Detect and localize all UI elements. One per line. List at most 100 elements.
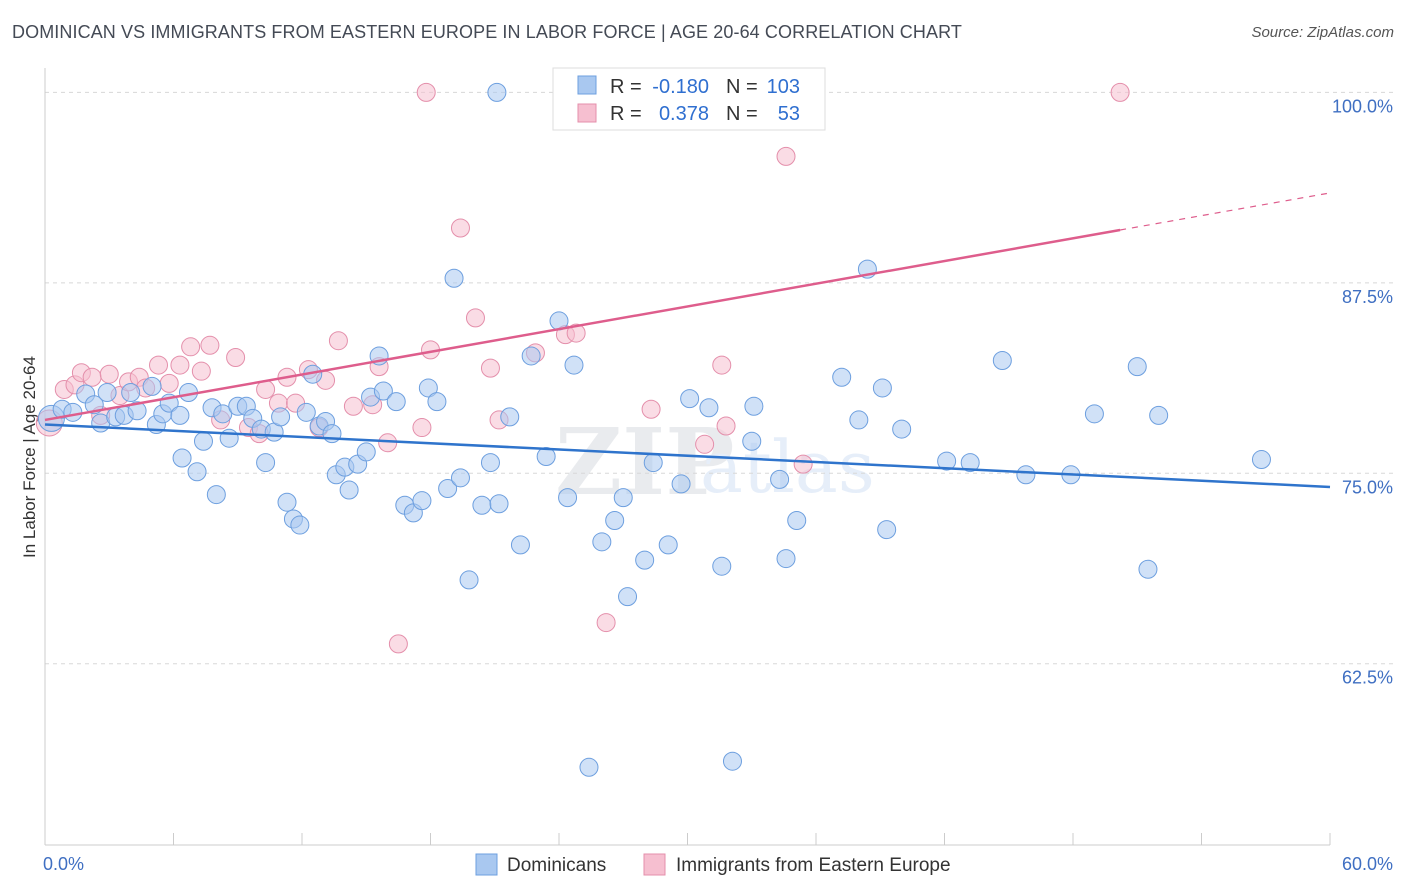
trend-line-eastern-europe (44, 228, 1121, 422)
dominicans-point-75 (671, 474, 691, 494)
dominicans-point-16 (172, 448, 192, 468)
dominicans-point-69 (605, 510, 625, 530)
dominicans-point-21 (206, 485, 226, 505)
eastern-europe-point-42 (566, 323, 586, 343)
y-tick-label-0: 62.5% (1342, 668, 1393, 688)
eastern-europe-point-37 (465, 308, 485, 328)
dominicans-point-11 (142, 376, 162, 396)
stats-n-label-1: N = (726, 76, 758, 98)
y-tick-label-3: 100.0% (1332, 96, 1393, 116)
dominicans-point-33 (290, 515, 310, 535)
stats-r-label-2: R = (610, 103, 642, 125)
dominicans-point-53 (438, 478, 458, 498)
dominicans-point-94 (1016, 465, 1036, 485)
eastern-europe-point-44 (641, 399, 661, 419)
eastern-europe-point-13 (170, 355, 190, 375)
dominicans-point-46 (373, 381, 393, 401)
dominicans-point-60 (500, 407, 520, 427)
dominicans-point-59 (489, 494, 509, 514)
dominicans-point-78 (712, 556, 732, 576)
dominicans-point-55 (450, 468, 470, 488)
stats-swatch-pink (577, 103, 597, 123)
dominicans-point-79 (722, 751, 742, 771)
watermark: ZIP atlas (555, 408, 875, 516)
eastern-europe-point-6 (99, 364, 119, 384)
dominicans-point-65 (558, 488, 578, 508)
x-tick-label-min: 0.0% (43, 854, 84, 874)
dominicans-point-85 (832, 367, 852, 387)
eastern-europe-point-51 (1110, 82, 1130, 102)
dominicans-point-58 (480, 453, 500, 473)
dominicans-point-67 (579, 757, 599, 777)
dominicans-point-9 (121, 383, 141, 403)
dominicans-point-76 (680, 389, 700, 409)
dominicans-point-99 (1138, 559, 1158, 579)
eastern-europe-point-47 (776, 146, 796, 166)
dominicans-point-52 (427, 392, 447, 412)
chart-title: DOMINICAN VS IMMIGRANTS FROM EASTERN EUR… (12, 22, 962, 42)
dominicans-point-73 (643, 453, 663, 473)
legend: Dominicans Immigrants from Eastern Europ… (475, 853, 951, 876)
dominicans-point-88 (872, 378, 892, 398)
stats-swatch-blue (577, 75, 597, 95)
chart-source: Source: ZipAtlas.com (1251, 24, 1394, 41)
dominicans-point-47 (386, 392, 406, 412)
stats-r-value-2: 0.378 (659, 103, 709, 125)
dominicans-point-15 (170, 405, 190, 425)
dominicans-point-74 (658, 535, 678, 555)
eastern-europe-point-28 (328, 331, 348, 351)
stats-n-value-2: 53 (778, 103, 800, 125)
dominicans-point-82 (770, 469, 790, 489)
stats-n-label-2: N = (726, 103, 758, 125)
eastern-europe-point-33 (388, 634, 408, 654)
dominicans-point-34 (296, 402, 316, 422)
dominicans-point-96 (1084, 404, 1104, 424)
dominicans-point-18 (187, 462, 207, 482)
grid-lines (45, 91, 1394, 665)
eastern-europe-point-36 (450, 218, 470, 238)
dominicans-point-89 (877, 520, 897, 540)
dominicans-point-30 (271, 407, 291, 427)
dominicans-point-91 (937, 451, 957, 471)
y-tick-label-1: 75.0% (1342, 477, 1393, 497)
dominicans-point-10 (127, 401, 147, 421)
dominicans-point-102 (487, 82, 507, 102)
dominicans-point-70 (613, 488, 633, 508)
dominicans-point-54 (444, 268, 464, 288)
eastern-europe-point-52 (712, 355, 732, 375)
trend-lines (44, 192, 1331, 489)
eastern-europe-point-49 (416, 82, 436, 102)
y-tick-label-2: 87.5% (1342, 287, 1393, 307)
dominicans-point-2 (63, 402, 83, 422)
dominicans-point-92 (960, 453, 980, 473)
dominicans-point-22 (213, 404, 233, 424)
stats-r-value-1: -0.180 (652, 76, 709, 98)
dominicans-point-71 (618, 587, 638, 607)
eastern-europe-point-43 (596, 613, 616, 633)
dominicans-point-19 (193, 431, 213, 451)
dominicans-point-63 (536, 447, 556, 466)
eastern-europe-point-48 (793, 454, 813, 474)
dominicans-point-77 (699, 398, 719, 418)
dominicans-point-28 (256, 453, 276, 473)
dominicans-point-100 (1251, 450, 1271, 470)
dominicans-point-66 (564, 355, 584, 375)
dominicans-point-43 (356, 442, 376, 462)
dominicans-point-31 (277, 492, 297, 512)
eastern-europe-point-16 (200, 335, 220, 355)
dominicans-point-41 (339, 480, 359, 500)
eastern-europe-point-38 (480, 358, 500, 378)
eastern-europe-point-32 (378, 433, 398, 453)
stats-n-value-1: 103 (767, 76, 800, 98)
x-tick-label-max: 60.0% (1342, 854, 1393, 874)
dominicans-point-83 (776, 549, 796, 569)
legend-label-dominicans: Dominicans (507, 855, 606, 876)
trend-line-dominicans (44, 423, 1331, 489)
dominicans-point-57 (472, 495, 492, 515)
eastern-europe-point-14 (181, 337, 201, 357)
eastern-europe-point-45 (695, 434, 715, 454)
dominicans-point-98 (1149, 405, 1169, 425)
eastern-europe-point-46 (716, 416, 736, 436)
eastern-europe-point-12 (159, 373, 179, 393)
dominicans-point-51 (418, 378, 438, 398)
